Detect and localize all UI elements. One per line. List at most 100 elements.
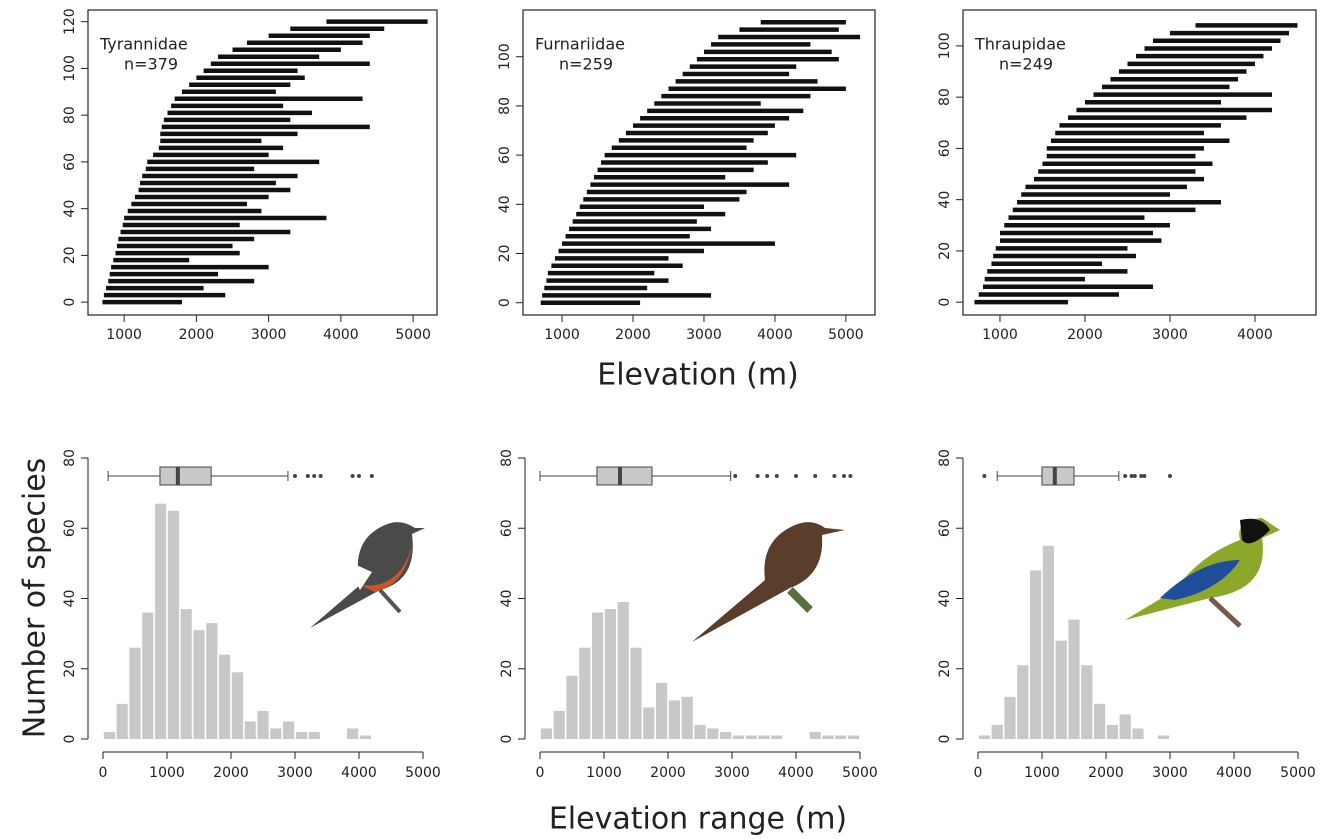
histogram-bar <box>245 721 256 739</box>
outlier <box>832 474 836 478</box>
histogram-bar <box>309 732 320 739</box>
histogram-bar <box>682 697 693 739</box>
histogram-bar <box>1132 728 1143 739</box>
outlier <box>293 474 297 478</box>
x-tick-label: 2000 <box>615 327 651 343</box>
histogram-bar <box>707 728 718 739</box>
y-tick-label: 80 <box>62 106 78 124</box>
histogram-bar <box>1094 704 1105 739</box>
y-tick-label: 80 <box>937 449 953 467</box>
y-tick-label: 40 <box>499 590 515 608</box>
histogram-bar <box>1017 665 1028 739</box>
y-tick-label: 0 <box>62 298 78 307</box>
histogram-bar <box>104 732 115 739</box>
y-tick-label: 20 <box>937 660 953 678</box>
bird-illustration <box>1125 518 1280 626</box>
x-tick-label: 2000 <box>179 327 215 343</box>
outlier <box>775 474 779 478</box>
sample-size: n=249 <box>999 55 1053 74</box>
y-tick-label: 100 <box>937 33 953 60</box>
histogram-bar <box>979 735 990 739</box>
histogram-bar <box>219 655 230 739</box>
histogram-bar <box>720 732 731 739</box>
x-tick-label: 2000 <box>213 765 249 781</box>
x-tick-label: 4000 <box>778 765 814 781</box>
outlier <box>813 474 817 478</box>
x-tick-label: 3000 <box>714 765 750 781</box>
y-tick-label: 40 <box>62 590 78 608</box>
outlier <box>1168 474 1172 478</box>
box <box>160 467 211 485</box>
histogram-bar <box>232 672 243 739</box>
histogram-bar <box>605 609 616 739</box>
y-tick-label: 20 <box>62 246 78 264</box>
x-tick-label: 2000 <box>650 765 686 781</box>
y-tick-label: 20 <box>937 242 953 260</box>
outlier <box>312 474 316 478</box>
y-tick-label: 0 <box>499 735 515 744</box>
outlier <box>848 474 852 478</box>
histogram-bar <box>822 735 833 739</box>
histogram-bar <box>630 648 641 739</box>
histogram-bar <box>155 504 166 739</box>
y-tick-label: 20 <box>497 245 513 263</box>
x-tick-label: 3000 <box>251 327 287 343</box>
x-tick-label: 5000 <box>1280 765 1316 781</box>
x-tick-label: 2000 <box>1088 765 1124 781</box>
histogram-bar <box>296 732 307 739</box>
histogram-bar <box>592 613 603 739</box>
x-tick-label: 5000 <box>405 765 441 781</box>
histogram-bar <box>656 683 667 739</box>
box <box>1042 467 1074 485</box>
y-tick-label: 0 <box>937 735 953 744</box>
outlier <box>1133 474 1137 478</box>
y-tick-label: 80 <box>497 97 513 115</box>
panel-title: Furnariidae <box>535 35 625 54</box>
x-tick-label: 3000 <box>277 765 313 781</box>
outlier <box>756 474 760 478</box>
x-tick-label: 4000 <box>757 327 793 343</box>
outlier <box>1123 474 1127 478</box>
histogram-bar <box>746 735 757 739</box>
y-tick-label: 0 <box>937 298 953 307</box>
y-tick-label: 80 <box>62 449 78 467</box>
histogram-bar <box>541 728 552 739</box>
bottom-y-label: Number of species <box>18 458 53 739</box>
x-tick-label: 0 <box>974 765 983 781</box>
bottom-x-label: Elevation range (m) <box>549 802 847 837</box>
histogram-bar <box>1043 546 1054 739</box>
y-tick-label: 40 <box>937 191 953 209</box>
y-tick-label: 0 <box>497 298 513 307</box>
histogram-bar <box>1030 570 1041 739</box>
histogram-bar <box>142 613 153 739</box>
histogram-bar <box>669 700 680 739</box>
x-tick-label: 1000 <box>1024 765 1060 781</box>
y-tick-label: 100 <box>497 43 513 70</box>
x-tick-label: 5000 <box>395 327 431 343</box>
histogram-bar <box>579 648 590 739</box>
histogram-bar <box>1081 665 1092 739</box>
sample-size: n=379 <box>124 55 178 74</box>
y-tick-label: 60 <box>62 153 78 171</box>
histogram-bar <box>1004 697 1015 739</box>
outlier <box>306 474 310 478</box>
histogram-bar <box>117 704 128 739</box>
top-x-label: Elevation (m) <box>597 358 799 393</box>
figure: Elevation (m) Elevation range (m) Number… <box>0 0 1332 839</box>
y-tick-label: 20 <box>499 660 515 678</box>
panel-title: Tyrannidae <box>99 35 188 54</box>
x-tick-label: 0 <box>536 765 545 781</box>
x-tick-label: 1000 <box>586 765 622 781</box>
histogram-bar <box>618 602 629 739</box>
x-tick-label: 4000 <box>1216 765 1252 781</box>
histogram-bar <box>1120 714 1131 739</box>
outlier <box>370 474 374 478</box>
histogram-bar <box>733 735 744 739</box>
y-tick-label: 80 <box>937 88 953 106</box>
x-tick-label: 1000 <box>106 327 142 343</box>
x-tick-label: 5000 <box>828 327 864 343</box>
histogram-bar <box>566 676 577 739</box>
outlier <box>842 474 846 478</box>
y-tick-label: 60 <box>497 146 513 164</box>
histogram-bar <box>206 623 217 739</box>
